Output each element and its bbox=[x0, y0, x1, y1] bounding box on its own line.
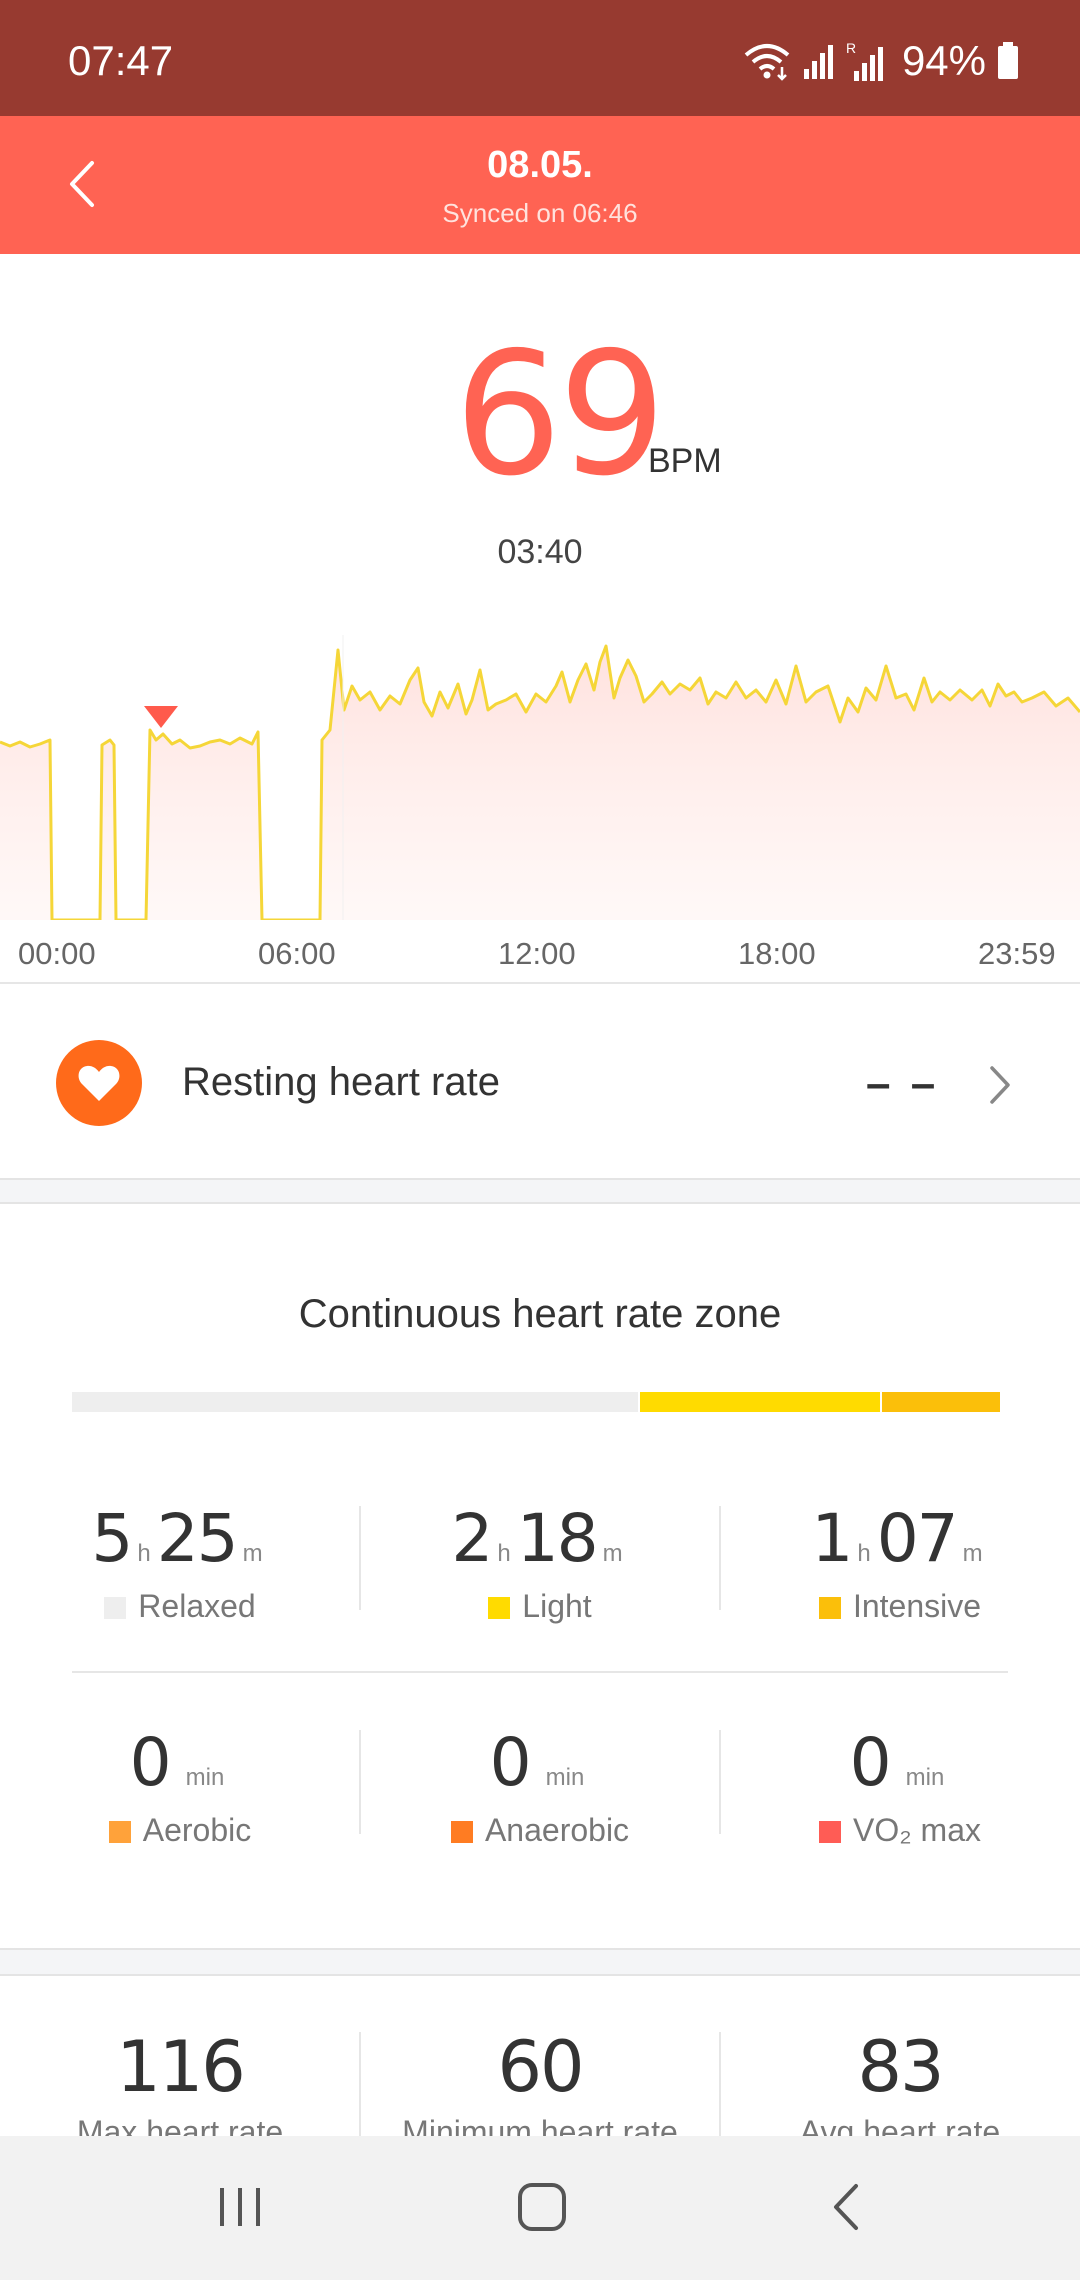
x-tick: 18:00 bbox=[738, 936, 816, 971]
resting-heart-rate-label: Resting heart rate bbox=[182, 1060, 500, 1104]
hours-unit: h bbox=[497, 1540, 511, 1567]
light-label: Light bbox=[522, 1588, 592, 1624]
minutes-unit: min bbox=[545, 1764, 585, 1791]
zone-stat-vo2max: 0 min VO₂ max bbox=[720, 1730, 1080, 1846]
page-title: 08.05. bbox=[487, 144, 593, 186]
aerobic-swatch bbox=[108, 1821, 131, 1843]
anaerobic-swatch bbox=[450, 1821, 473, 1843]
divider bbox=[719, 1506, 721, 1610]
back-button[interactable] bbox=[50, 152, 114, 216]
zone-bar-relaxed bbox=[72, 1392, 638, 1412]
zone-distribution-bar bbox=[72, 1392, 1000, 1412]
minutes-unit: min bbox=[185, 1764, 225, 1791]
anaerobic-value: 0 bbox=[489, 1724, 532, 1801]
hours-unit: h bbox=[137, 1540, 151, 1567]
recent-apps-button[interactable] bbox=[200, 2172, 280, 2242]
chevron-right-icon bbox=[990, 1066, 1010, 1104]
minutes-unit: m bbox=[602, 1540, 623, 1567]
avg-heart-rate-value: 83 bbox=[857, 2026, 944, 2108]
section-gap bbox=[0, 1948, 1080, 1976]
light-swatch bbox=[488, 1597, 511, 1619]
relaxed-swatch bbox=[104, 1597, 127, 1619]
x-tick: 12:00 bbox=[498, 936, 576, 971]
divider bbox=[72, 1671, 1008, 1673]
zone-bar-intensive bbox=[882, 1392, 1000, 1412]
intensive-minutes: 07 bbox=[876, 1500, 959, 1577]
divider bbox=[359, 1730, 361, 1834]
chart-area-fill bbox=[0, 646, 1080, 920]
intensive-label: Intensive bbox=[852, 1588, 982, 1624]
roaming-signal-icon: R bbox=[846, 40, 883, 81]
battery-icon bbox=[998, 42, 1018, 79]
header: 08.05. Synced on 06:46 bbox=[0, 116, 1080, 254]
zone-stat-anaerobic: 0 min Anaerobic bbox=[360, 1730, 720, 1846]
zone-stat-aerobic: 0 min Aerobic bbox=[0, 1730, 360, 1846]
home-button[interactable] bbox=[502, 2172, 582, 2242]
divider bbox=[359, 1506, 361, 1610]
divider bbox=[0, 982, 1080, 984]
home-icon bbox=[518, 2183, 566, 2231]
reading-time: 03:40 bbox=[497, 533, 583, 571]
section-gap bbox=[0, 1178, 1080, 1204]
aerobic-value: 0 bbox=[129, 1724, 172, 1801]
zone-stat-intensive: 1 h07 m Intensive bbox=[720, 1506, 1080, 1623]
system-nav-bar bbox=[0, 2136, 1080, 2280]
heart-rate-unit: BPM bbox=[648, 442, 722, 480]
divider bbox=[719, 1730, 721, 1834]
vo2max-swatch bbox=[819, 1821, 841, 1843]
heart-rate-value: 69 bbox=[454, 316, 666, 514]
nav-back-button[interactable] bbox=[806, 2172, 886, 2242]
sync-status: Synced on 06:46 bbox=[442, 198, 638, 228]
x-tick: 23:59 bbox=[978, 936, 1056, 971]
relaxed-hours: 5 bbox=[91, 1500, 133, 1577]
heart-rate-chart[interactable] bbox=[0, 620, 1080, 920]
signal-icon bbox=[803, 45, 833, 79]
max-heart-rate-value: 116 bbox=[116, 2026, 246, 2108]
minutes-unit: min bbox=[905, 1764, 945, 1791]
chart-x-axis: 00:00 06:00 12:00 18:00 23:59 bbox=[0, 920, 1080, 982]
min-heart-rate-value: 60 bbox=[497, 2026, 584, 2108]
zone-bar-light bbox=[640, 1392, 880, 1412]
minutes-unit: m bbox=[962, 1540, 983, 1567]
wifi-icon bbox=[744, 44, 790, 81]
x-tick: 00:00 bbox=[18, 936, 96, 971]
zone-title: Continuous heart rate zone bbox=[298, 1292, 782, 1336]
anaerobic-label: Anaerobic bbox=[484, 1812, 630, 1848]
back-icon bbox=[834, 2184, 858, 2230]
resting-heart-rate-row[interactable]: Resting heart rate – – bbox=[0, 984, 1080, 1178]
status-icons: R 94% bbox=[742, 36, 1020, 86]
summary-row: 116 Max heart rate 60 Minimum heart rate… bbox=[0, 2032, 1080, 2152]
intensive-swatch bbox=[818, 1597, 841, 1619]
relaxed-label: Relaxed bbox=[138, 1588, 256, 1624]
light-minutes: 18 bbox=[516, 1500, 599, 1577]
light-hours: 2 bbox=[451, 1500, 493, 1577]
chart-marker bbox=[144, 706, 178, 728]
vo2max-label: VO₂ max bbox=[853, 1812, 981, 1848]
divider bbox=[719, 2032, 721, 2136]
status-bar: 07:47 R 94% bbox=[0, 0, 1080, 116]
minutes-unit: m bbox=[242, 1540, 263, 1567]
recent-apps-icon bbox=[220, 2188, 260, 2226]
zone-stats-row-2: 0 min Aerobic 0 min Anaerobic 0 min VO₂ max bbox=[0, 1730, 1080, 1846]
zone-stats-row-1: 5 h25 m Relaxed 2 h18 m Light 1 h07 m Intensiv… bbox=[0, 1506, 1080, 1623]
zone-stat-relaxed: 5 h25 m Relaxed bbox=[0, 1506, 360, 1623]
resting-heart-rate-value: – – bbox=[866, 1059, 940, 1108]
intensive-hours: 1 bbox=[811, 1500, 853, 1577]
battery-percent: 94% bbox=[901, 37, 986, 84]
vo2max-value: 0 bbox=[849, 1724, 892, 1801]
current-reading: 69 BPM bbox=[0, 330, 1080, 500]
svg-text:R: R bbox=[846, 40, 856, 56]
divider bbox=[359, 2032, 361, 2136]
chevron-left-icon bbox=[70, 161, 94, 207]
status-time: 07:47 bbox=[68, 37, 174, 84]
zone-stat-light: 2 h18 m Light bbox=[360, 1506, 720, 1623]
aerobic-label: Aerobic bbox=[142, 1812, 252, 1848]
x-tick: 06:00 bbox=[258, 936, 336, 971]
relaxed-minutes: 25 bbox=[156, 1500, 239, 1577]
hours-unit: h bbox=[857, 1540, 871, 1567]
heart-icon bbox=[56, 1040, 142, 1126]
chart-heart-rate-line bbox=[0, 644, 1080, 920]
